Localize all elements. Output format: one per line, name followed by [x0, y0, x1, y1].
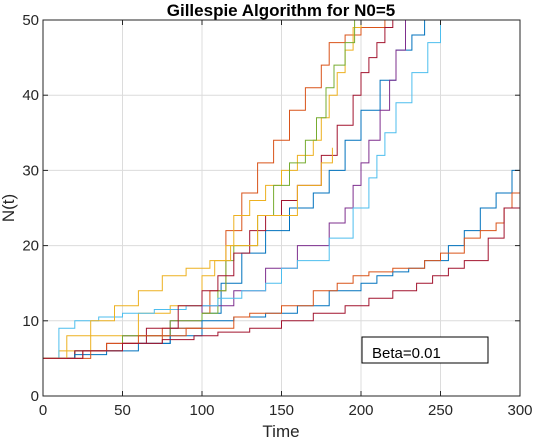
x-tick-label: 250 [428, 402, 453, 419]
series-line-11 [43, 181, 521, 359]
annotation-box: Beta=0.01 [361, 336, 489, 364]
x-tick-label: 50 [114, 402, 131, 419]
x-tick-label: 100 [189, 402, 214, 419]
y-tick-label: 40 [22, 87, 39, 104]
x-axis-label: Time [262, 422, 299, 439]
x-tick-label: 150 [269, 402, 294, 419]
x-tick-label: 300 [507, 402, 532, 419]
y-tick-label: 10 [22, 313, 39, 330]
tick-labels: 0 50 100 150 200 250 300 0 10 20 30 40 50 [22, 12, 532, 419]
y-tick-label: 20 [22, 238, 39, 255]
series-lines [43, 19, 521, 359]
series-line-9 [43, 181, 521, 359]
annotation-text: Beta=0.01 [372, 345, 441, 362]
y-tick-label: 0 [31, 388, 39, 405]
x-tick-label: 200 [348, 402, 373, 419]
y-tick-label: 30 [22, 162, 39, 179]
y-axis-label: N(t) [0, 194, 18, 222]
series-line-10 [43, 147, 333, 359]
x-tick-label: 0 [39, 402, 47, 419]
axes [42, 19, 521, 397]
chart-title: Gillespie Algorithm for N0=5 [167, 1, 395, 20]
y-tick-label: 50 [22, 12, 39, 29]
